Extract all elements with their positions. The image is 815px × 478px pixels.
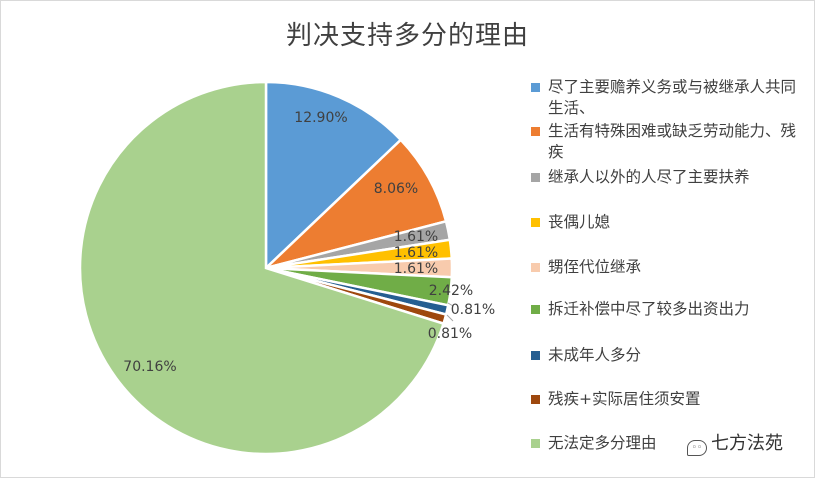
chart-title: 判决支持多分的理由 bbox=[285, 21, 529, 51]
legend-item: 继承人以外的人尽了主要扶养 bbox=[531, 167, 808, 188]
data-label: 70.16% bbox=[123, 359, 176, 375]
data-label: 8.06% bbox=[374, 181, 418, 197]
legend-label: 生活有特殊困难或缺乏劳动能力、残疾 bbox=[548, 122, 797, 161]
legend-swatch bbox=[531, 127, 540, 136]
leader-line bbox=[446, 314, 454, 322]
data-label: 1.61% bbox=[394, 261, 438, 277]
pie-slice bbox=[78, 80, 446, 456]
legend-item: 残疾+实际居住须安置 bbox=[531, 389, 808, 410]
leader-line bbox=[447, 302, 454, 307]
legend-swatch bbox=[531, 218, 540, 227]
legend-label: 甥侄代位继承 bbox=[548, 258, 642, 276]
watermark: ◦◦ 七方法苑 bbox=[687, 429, 783, 456]
legend-item: 甥侄代位继承 bbox=[531, 257, 808, 278]
legend-item: 拆迁补偿中尽了较多出资出力 bbox=[531, 299, 808, 320]
data-label: 2.42% bbox=[429, 283, 473, 299]
legend-swatch bbox=[531, 173, 540, 182]
legend-swatch bbox=[531, 395, 540, 404]
legend-item: 无法定多分理由 bbox=[531, 433, 808, 454]
wechat-icon: ◦◦ bbox=[687, 440, 707, 456]
legend-swatch bbox=[531, 351, 540, 360]
data-label: 1.61% bbox=[394, 245, 438, 261]
legend-item: 未成年人多分 bbox=[531, 345, 808, 366]
legend-label: 未成年人多分 bbox=[548, 346, 642, 364]
data-label: 1.61% bbox=[394, 229, 438, 245]
legend-swatch bbox=[531, 263, 540, 272]
legend-swatch bbox=[531, 439, 540, 448]
legend-item: 尽了主要赡养义务或与被继承人共同生活、 bbox=[531, 77, 808, 119]
pie-slice bbox=[261, 138, 448, 271]
data-label: 0.81% bbox=[451, 302, 495, 318]
legend-label: 尽了主要赡养义务或与被继承人共同生活、 bbox=[548, 78, 797, 117]
legend-swatch bbox=[531, 305, 540, 314]
data-label: 12.90% bbox=[294, 110, 347, 126]
legend-swatch bbox=[531, 83, 540, 92]
legend-label: 无法定多分理由 bbox=[548, 434, 657, 452]
legend-label: 残疾+实际居住须安置 bbox=[548, 390, 701, 408]
legend-label: 继承人以外的人尽了主要扶养 bbox=[548, 168, 750, 186]
legend-label: 丧偶儿媳 bbox=[548, 213, 611, 231]
legend-item: 生活有特殊困难或缺乏劳动能力、残疾 bbox=[531, 121, 808, 163]
legend-label: 拆迁补偿中尽了较多出资出力 bbox=[548, 300, 750, 318]
legend-item: 丧偶儿媳 bbox=[531, 212, 808, 233]
pie-slice bbox=[264, 80, 403, 271]
watermark-text: 七方法苑 bbox=[711, 433, 783, 454]
data-label: 0.81% bbox=[428, 326, 472, 342]
